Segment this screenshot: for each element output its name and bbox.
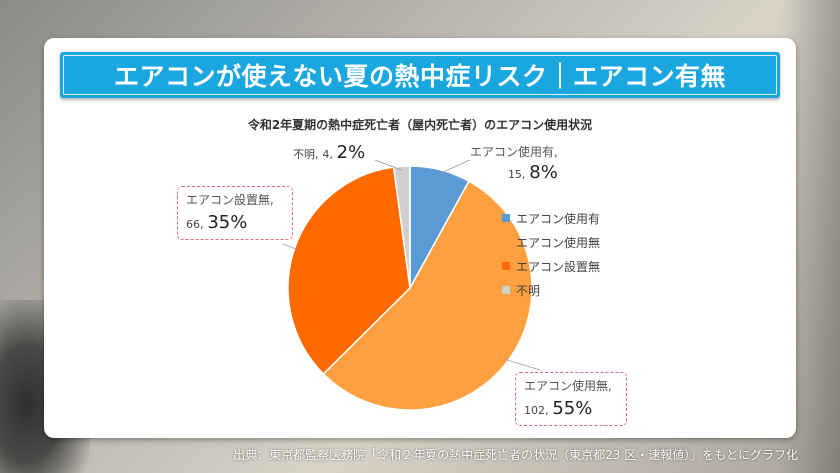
leader-used xyxy=(439,159,471,175)
legend-label: エアコン設置無 xyxy=(516,259,601,274)
label-unknown-name: 不明, xyxy=(293,148,319,161)
legend-swatch xyxy=(502,214,510,222)
label-used: エアコン使用有, 15, 8% xyxy=(470,145,558,184)
label-not-used-value: 102, xyxy=(524,404,549,418)
legend-label: 不明 xyxy=(516,283,541,298)
pie-slices xyxy=(287,165,533,411)
label-used-name: エアコン使用有, xyxy=(470,145,558,159)
label-not-used-percent: 55% xyxy=(552,398,593,420)
legend-swatch xyxy=(502,286,510,294)
legend-item-unknown: 不明 xyxy=(502,278,600,302)
leader-unknown xyxy=(374,159,403,171)
leader-not-used xyxy=(504,358,541,371)
chart-title: 令和2年夏期の熱中症死亡者（屋内死亡者）のエアコン使用状況 xyxy=(247,118,593,132)
source-note: 出典：東京都監察医務院「令和２年夏の熱中症死亡者の状況（東京都23 区・速報値）… xyxy=(233,448,798,462)
legend-item-not-used: エアコン使用無 xyxy=(502,230,600,254)
label-used-percent: 8% xyxy=(529,162,558,184)
chart-legend: エアコン使用有 エアコン使用無 エアコン設置無 不明 xyxy=(502,206,600,302)
label-not-installed-percent: 35% xyxy=(207,212,248,234)
leader-not-installed xyxy=(282,243,299,251)
legend-item-used: エアコン使用有 xyxy=(502,206,600,230)
label-used-value: 15, xyxy=(507,168,526,182)
legend-swatch xyxy=(502,238,510,246)
legend-item-not-installed: エアコン設置無 xyxy=(502,254,600,278)
slice-not-used xyxy=(322,180,533,411)
label-unknown: 不明, 4, 2% xyxy=(293,142,365,164)
legend-swatch xyxy=(502,262,510,270)
label-not-used: エアコン使用無, 102, 55% xyxy=(515,372,627,426)
label-not-installed: エアコン設置無, 66, 35% xyxy=(177,186,293,240)
label-not-installed-value: 66, xyxy=(186,218,204,232)
banner-title: エアコンが使えない夏の熱中症リスク｜エアコン有無 xyxy=(60,52,780,98)
label-unknown-percent: 2% xyxy=(336,142,366,163)
legend-label: エアコン使用有 xyxy=(516,211,601,226)
label-not-installed-name: エアコン設置無, xyxy=(186,193,274,207)
label-unknown-value: 4, xyxy=(322,148,333,161)
label-not-used-name: エアコン使用無, xyxy=(524,379,612,393)
legend-label: エアコン使用無 xyxy=(516,235,601,250)
leader-lines xyxy=(282,159,541,371)
